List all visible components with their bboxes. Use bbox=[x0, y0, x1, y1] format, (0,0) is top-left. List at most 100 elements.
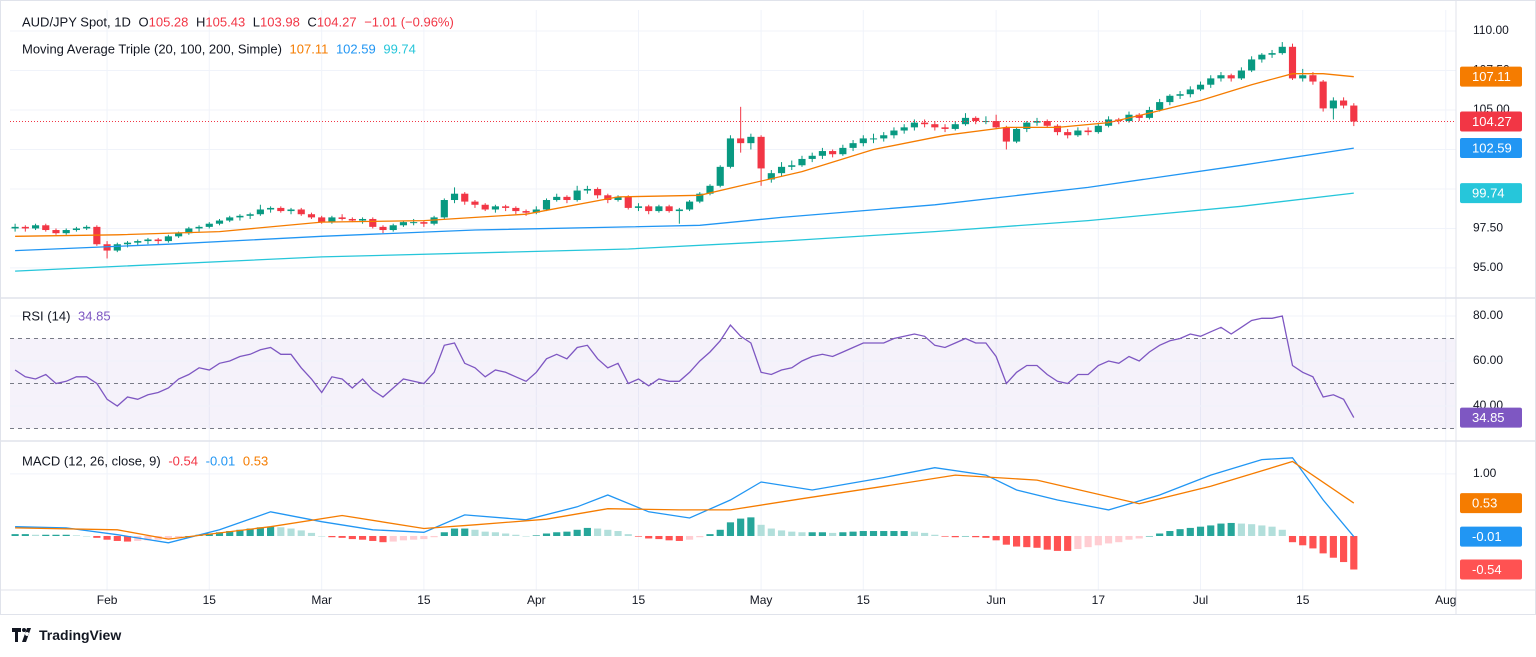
candle-body bbox=[83, 226, 91, 229]
candle-body bbox=[921, 122, 929, 125]
candle-body bbox=[747, 136, 755, 144]
line bbox=[15, 73, 1354, 237]
value-tag-label: 104.27 bbox=[1472, 114, 1512, 129]
candle-body bbox=[42, 225, 50, 231]
histogram-bar bbox=[1268, 526, 1276, 536]
histogram-bar bbox=[31, 534, 40, 536]
candle-body bbox=[573, 190, 581, 201]
histogram-bar bbox=[389, 535, 397, 542]
histogram-bar bbox=[655, 535, 663, 540]
histogram-bar bbox=[961, 535, 970, 537]
candle-body bbox=[399, 222, 408, 226]
candle-body bbox=[910, 122, 918, 128]
macd-title: MACD (12, 26, close, 9) bbox=[22, 453, 161, 469]
candle-body bbox=[839, 147, 847, 155]
candle-body bbox=[788, 165, 796, 167]
histogram-bar bbox=[103, 535, 111, 540]
macd-legend: MACD (12, 26, close, 9) -0.54 -0.01 0.53 bbox=[22, 454, 272, 469]
candle-body bbox=[1258, 54, 1266, 60]
histogram-bar bbox=[1166, 531, 1174, 536]
histogram-bar bbox=[1288, 535, 1297, 543]
histogram-bar bbox=[1248, 524, 1256, 536]
rsi-legend: RSI (14) 34.85 bbox=[22, 309, 115, 324]
histogram-bar bbox=[164, 535, 172, 539]
line bbox=[15, 457, 1355, 544]
histogram-bar bbox=[1145, 535, 1154, 537]
histogram-bar bbox=[1002, 535, 1010, 545]
candle-body bbox=[869, 138, 878, 140]
histogram-bar bbox=[1023, 535, 1031, 548]
value-tag-label: 0.53 bbox=[1472, 496, 1497, 511]
histogram-bar bbox=[246, 528, 254, 536]
histogram-bar bbox=[1125, 535, 1133, 540]
histogram-bar bbox=[1135, 535, 1143, 539]
candle-body bbox=[808, 155, 816, 159]
candle-body bbox=[655, 206, 663, 212]
candle-body bbox=[62, 230, 70, 234]
candle-body bbox=[481, 204, 489, 210]
histogram-bar bbox=[1217, 523, 1225, 536]
histogram-bar bbox=[563, 531, 571, 536]
candle-body bbox=[379, 226, 387, 231]
value-tag-bg bbox=[1460, 66, 1522, 87]
candle-body bbox=[624, 196, 632, 208]
histogram-bar bbox=[358, 535, 367, 540]
brand-logo bbox=[12, 628, 31, 642]
histogram-bar bbox=[256, 527, 264, 536]
candle-body bbox=[1319, 81, 1327, 109]
candle-body bbox=[338, 217, 346, 219]
value-tag-bg bbox=[1460, 493, 1522, 514]
histogram-bar bbox=[21, 534, 29, 536]
candle-body bbox=[604, 195, 612, 201]
histogram-bar bbox=[338, 535, 346, 538]
candle-body bbox=[1329, 100, 1337, 109]
macd-hist-value: -0.54 bbox=[168, 453, 198, 469]
candle-body bbox=[1166, 95, 1174, 103]
value-tag-label: 102.59 bbox=[1472, 140, 1512, 155]
candle-body bbox=[277, 207, 285, 212]
candle-body bbox=[226, 217, 234, 221]
x-tick-label: 15 bbox=[1296, 593, 1310, 607]
candle-body bbox=[696, 193, 704, 202]
histogram-bar bbox=[62, 534, 70, 536]
histogram-bar bbox=[818, 532, 826, 536]
candle-body bbox=[1288, 46, 1297, 79]
histogram-bar bbox=[1043, 535, 1051, 550]
histogram-bar bbox=[869, 531, 878, 536]
candle-body bbox=[532, 209, 540, 213]
high-label: H bbox=[196, 14, 206, 30]
value-tag-bg bbox=[1460, 183, 1522, 204]
candle-body bbox=[256, 209, 264, 215]
y-tick-label: 95.00 bbox=[1473, 260, 1503, 274]
histogram-bar bbox=[900, 531, 908, 536]
histogram-bar bbox=[502, 533, 510, 536]
grid bbox=[10, 10, 1456, 590]
candle-body bbox=[461, 193, 469, 202]
candle-body bbox=[236, 215, 244, 218]
value-tag-bg bbox=[1460, 526, 1522, 547]
histogram-bar bbox=[849, 531, 857, 536]
value-tag-bg bbox=[1460, 407, 1522, 428]
y-tick-label: 1.00 bbox=[1473, 466, 1497, 480]
candle-body bbox=[246, 214, 254, 216]
histogram-bar bbox=[604, 529, 612, 536]
histogram-bar bbox=[144, 535, 152, 541]
histogram-bar bbox=[1104, 535, 1113, 544]
histogram-bar bbox=[542, 533, 551, 536]
open-value: 105.28 bbox=[148, 14, 189, 30]
histogram-bar bbox=[83, 535, 91, 537]
candle-body bbox=[706, 185, 714, 194]
candle-body bbox=[716, 166, 724, 186]
y-tick-label: 110.00 bbox=[1473, 23, 1509, 37]
rsi-value: 34.85 bbox=[78, 308, 111, 324]
low-value: 103.98 bbox=[260, 14, 300, 30]
candle-body bbox=[358, 218, 367, 221]
candle-body bbox=[951, 124, 959, 129]
histogram-bar bbox=[267, 526, 275, 536]
histogram-bar bbox=[1309, 535, 1317, 549]
candle-body bbox=[328, 217, 336, 223]
candle-body bbox=[471, 201, 479, 205]
candle-body bbox=[1278, 46, 1286, 54]
histogram-bar bbox=[1053, 535, 1062, 551]
histogram-bar bbox=[512, 534, 520, 536]
